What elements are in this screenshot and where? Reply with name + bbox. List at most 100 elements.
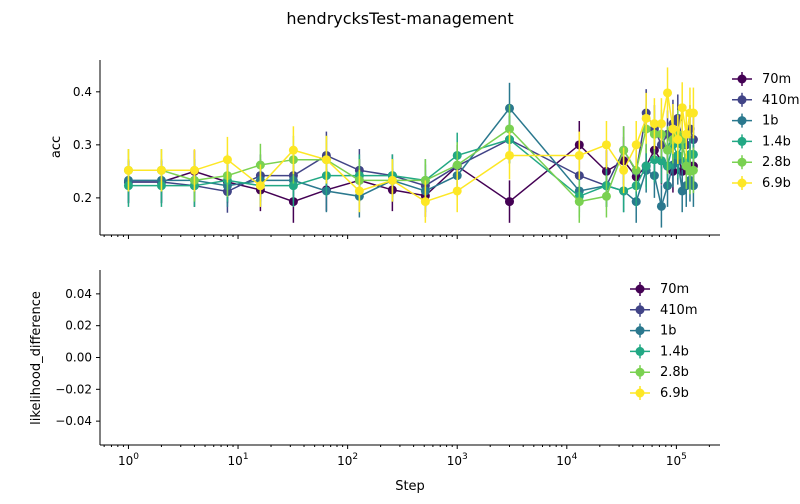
accuracy-panel: 0.2 0.3 0.4 acc 70m 410m 1b 1.4b 2.8b 6.9b — [49, 60, 799, 239]
data-point — [601, 191, 611, 201]
legend-item-2.8b: 2.8b — [732, 155, 791, 170]
data-point — [641, 113, 651, 123]
series-410m — [123, 89, 698, 213]
data-point — [354, 186, 364, 196]
data-point — [156, 165, 166, 175]
data-point — [420, 197, 430, 207]
data-point — [123, 165, 133, 175]
legend-marker — [635, 388, 645, 398]
data-point — [631, 140, 641, 150]
legend-marker — [737, 178, 747, 188]
data-point — [656, 156, 666, 166]
data-point — [321, 155, 331, 165]
legend-label: 2.8b — [762, 155, 791, 170]
data-point — [452, 186, 462, 196]
data-point — [452, 160, 462, 170]
legend-item-1.4b: 1.4b — [630, 344, 689, 359]
data-point — [505, 150, 515, 160]
data-point — [387, 175, 397, 185]
data-point — [656, 201, 666, 211]
legend-item-1b: 1b — [732, 113, 779, 129]
legend-marker — [635, 367, 645, 377]
legend-marker — [635, 326, 645, 336]
data-point — [288, 181, 298, 191]
series-1.4b — [123, 115, 698, 218]
data-point — [663, 88, 673, 98]
legend-item-1b: 1b — [630, 323, 677, 339]
data-point — [673, 135, 683, 145]
data-point — [688, 165, 698, 175]
top-ytick-label: 0.2 — [73, 191, 92, 205]
bottom-ytick-label: 0.00 — [65, 351, 92, 365]
data-point — [601, 140, 611, 150]
legend-marker — [635, 346, 645, 356]
bottom-ytick-label: 0.04 — [65, 287, 92, 301]
bottom-ytick-label: 0.02 — [65, 319, 92, 333]
legend-item-410m: 410m — [630, 302, 697, 318]
legend-item-70m: 70m — [732, 72, 791, 87]
legend-label: 6.9b — [762, 176, 791, 191]
data-point — [619, 165, 629, 175]
data-point — [649, 119, 659, 129]
data-point — [574, 197, 584, 207]
likelihood-panel: −0.04 −0.02 0.00 0.02 0.04 100 101 102 103 104 10… — [29, 270, 720, 494]
series-70m — [123, 120, 698, 223]
bottom-ytick-label: −0.04 — [55, 414, 92, 428]
data-point — [681, 129, 691, 139]
legend-marker — [737, 95, 747, 105]
data-point — [222, 155, 232, 165]
legend-item-410m: 410m — [732, 92, 799, 108]
legend-marker — [737, 116, 747, 126]
legend-label: 1b — [762, 114, 779, 129]
bottom-legend: 70m 410m 1b 1.4b 2.8b 6.9b — [630, 282, 697, 401]
legend-item-1.4b: 1.4b — [732, 134, 791, 149]
top-ytick-label: 0.3 — [73, 138, 92, 152]
legend-label: 1b — [660, 324, 677, 339]
legend-item-70m: 70m — [630, 282, 689, 297]
data-point — [649, 155, 659, 165]
legend-label: 70m — [660, 282, 689, 297]
bottom-y-axis-label: likelihood_difference — [29, 291, 44, 425]
data-point — [288, 145, 298, 155]
data-point — [505, 197, 515, 207]
data-point — [505, 124, 515, 134]
top-legend: 70m 410m 1b 1.4b 2.8b 6.9b — [732, 72, 799, 191]
data-point — [255, 181, 265, 191]
legend-label: 1.4b — [762, 134, 791, 149]
x-axis-label: Step — [395, 479, 425, 494]
data-point — [663, 145, 673, 155]
bottom-xtick-label: 105 — [666, 452, 687, 468]
data-point — [688, 108, 698, 118]
bottom-ytick-label: −0.02 — [55, 382, 92, 396]
legend-marker — [635, 284, 645, 294]
top-y-axis-label: acc — [49, 136, 64, 158]
legend-item-6.9b: 6.9b — [732, 176, 791, 191]
bottom-xtick-label: 104 — [556, 452, 577, 468]
data-point — [641, 161, 651, 171]
series-2.8b — [123, 104, 698, 223]
series-1b — [123, 82, 698, 228]
bottom-xtick-label: 101 — [228, 452, 249, 468]
data-point — [677, 103, 687, 113]
legend-marker — [635, 305, 645, 315]
data-point — [656, 119, 666, 129]
series-6.9b — [123, 67, 698, 223]
chart-title: hendrycksTest-management — [286, 9, 513, 28]
legend-label: 2.8b — [660, 365, 689, 380]
data-point — [631, 165, 641, 175]
bottom-xtick-label: 100 — [118, 452, 139, 468]
legend-item-2.8b: 2.8b — [630, 365, 689, 380]
data-point — [574, 150, 584, 160]
bottom-xtick-label: 103 — [447, 452, 468, 468]
legend-label: 1.4b — [660, 344, 689, 359]
legend-marker — [737, 136, 747, 146]
legend-marker — [737, 157, 747, 167]
data-point — [668, 124, 678, 134]
legend-label: 6.9b — [660, 386, 689, 401]
bottom-xtick-label: 102 — [337, 452, 358, 468]
legend-label: 410m — [762, 93, 799, 108]
legend-marker — [737, 74, 747, 84]
legend-label: 410m — [660, 303, 697, 318]
